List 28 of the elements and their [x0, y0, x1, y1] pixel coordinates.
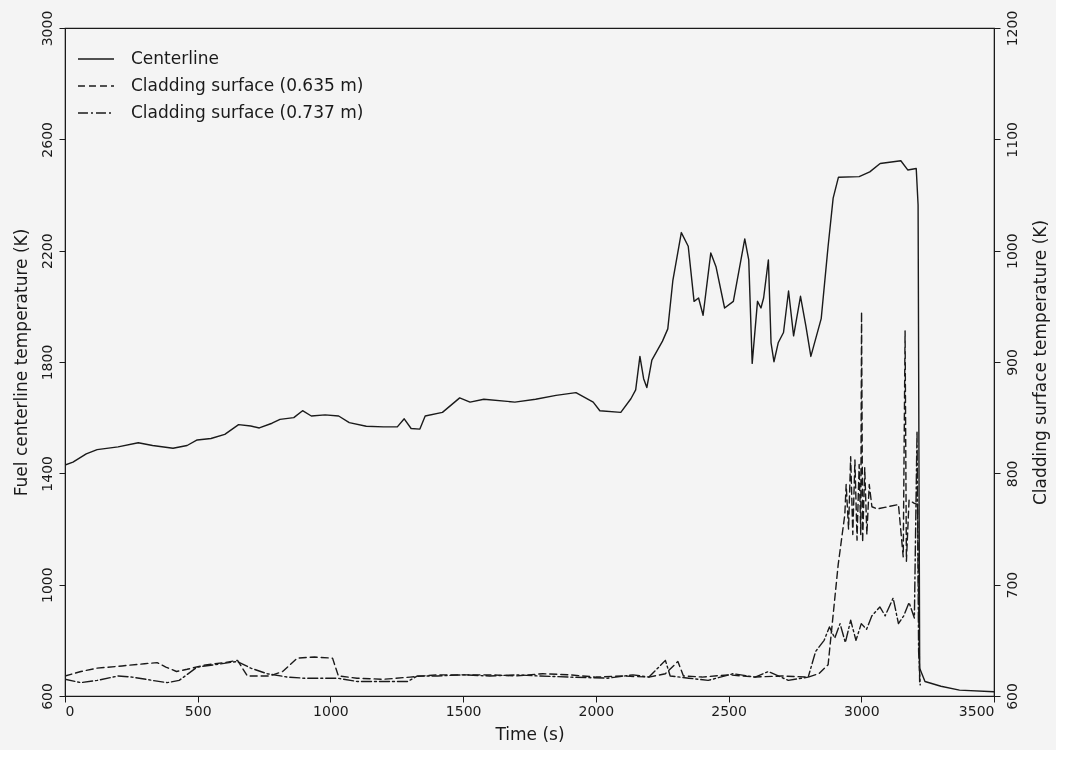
y2-tick-label: 600 — [1003, 683, 1020, 710]
x-tick-label: 1500 — [445, 702, 482, 719]
y2-tick-label: 1100 — [1003, 122, 1020, 158]
y-tick-label: 600 — [38, 683, 55, 710]
x-tick-label: 2000 — [578, 702, 615, 719]
y-tick-label: 3000 — [38, 10, 55, 47]
y2-tick-label: 700 — [1003, 571, 1020, 599]
x-tick-label: 3000 — [843, 702, 880, 719]
y-axis-title: Fuel centerline temperature (K) — [10, 228, 31, 497]
y2-tick-label: 1000 — [1003, 233, 1020, 269]
x-axis-title: Time (s) — [494, 723, 565, 744]
x-tick-label: 3500 — [958, 702, 995, 719]
y2-tick-label: 900 — [1003, 349, 1020, 376]
y2-tick-label: 800 — [1003, 460, 1020, 488]
x-tick-label: 2500 — [711, 702, 747, 719]
y-tick-label: 2600 — [38, 122, 55, 158]
x-tick-label: 500 — [184, 702, 212, 719]
legend-label: Centerline — [131, 48, 219, 68]
y-tick-label: 1400 — [38, 456, 55, 492]
y2-tick-label: 1200 — [1003, 10, 1020, 47]
y2-axis-title: Cladding surface temperature (K) — [1029, 219, 1050, 506]
legend-label: Cladding surface (0.635 m) — [131, 75, 364, 95]
x-tick-label: 1000 — [313, 702, 349, 719]
x-tick-label: 0 — [65, 702, 75, 719]
y-tick-label: 2200 — [38, 233, 55, 269]
legend-label: Cladding surface (0.737 m) — [131, 102, 364, 122]
y-tick-label: 1800 — [38, 344, 55, 381]
y-tick-label: 1000 — [38, 567, 55, 603]
